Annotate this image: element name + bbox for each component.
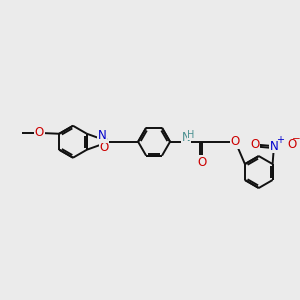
Text: O: O xyxy=(99,141,109,154)
Text: +: + xyxy=(276,135,284,145)
Text: O: O xyxy=(250,138,259,151)
Text: −: − xyxy=(292,134,300,144)
Text: O: O xyxy=(198,156,207,169)
Text: N: N xyxy=(270,140,278,153)
Text: O: O xyxy=(231,135,240,148)
Text: O: O xyxy=(287,138,296,151)
Text: N: N xyxy=(182,131,191,144)
Text: N: N xyxy=(98,129,106,142)
Text: O: O xyxy=(35,126,44,140)
Text: H: H xyxy=(187,130,194,140)
